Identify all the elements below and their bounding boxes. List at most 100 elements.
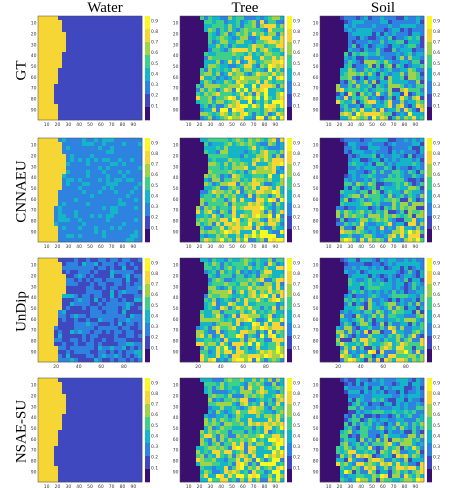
map-cell — [188, 84, 192, 88]
map-cell — [78, 142, 82, 146]
map-cell — [118, 206, 122, 210]
map-cell — [420, 32, 424, 36]
map-cell — [192, 20, 196, 24]
x-tick-label: 80 — [262, 244, 268, 248]
map-cell — [336, 190, 340, 194]
colorbar-tick-label: 0.6 — [293, 172, 300, 178]
map-cell — [66, 298, 70, 302]
map-cell — [126, 198, 130, 202]
map-cell — [268, 88, 272, 92]
map-cell — [138, 278, 142, 282]
map-cell — [38, 218, 42, 222]
map-cell — [94, 338, 98, 342]
map-cell — [106, 44, 110, 48]
map-cell — [54, 154, 58, 158]
map-cell — [54, 112, 58, 116]
map-cell — [180, 230, 184, 234]
map-cell — [252, 202, 256, 206]
map-cell — [134, 142, 138, 146]
map-cell — [70, 310, 74, 314]
map-cell — [332, 150, 336, 154]
map-cell — [380, 170, 384, 174]
map-cell — [332, 52, 336, 56]
map-cell — [276, 214, 280, 218]
y-tick-label: 90 — [173, 229, 179, 235]
map-cell — [86, 290, 90, 294]
map-cell — [74, 226, 78, 230]
x-tick-label: 50 — [229, 244, 235, 248]
map-cell — [268, 104, 272, 108]
map-cell — [94, 138, 98, 142]
map-cell — [260, 108, 264, 112]
map-cell — [130, 306, 134, 310]
map-cell — [244, 218, 248, 222]
map-cell — [192, 238, 196, 242]
map-cell — [252, 150, 256, 154]
map-cell — [396, 138, 400, 142]
map-cell — [328, 154, 332, 158]
map-cell — [268, 32, 272, 36]
map-cell — [70, 166, 74, 170]
map-cell — [98, 64, 102, 68]
map-cell — [224, 230, 228, 234]
y-tick-label: 80 — [173, 219, 179, 225]
map-cell — [340, 158, 344, 162]
map-cell — [272, 178, 276, 182]
map-cell — [360, 182, 364, 186]
map-cell — [216, 230, 220, 234]
colorbar-tick-label: 0.7 — [433, 162, 440, 168]
map-cell — [344, 170, 348, 174]
map-cell — [106, 116, 110, 120]
map-cell — [376, 52, 380, 56]
map-cell — [74, 182, 78, 186]
colorbar-tick-label: 0.8 — [433, 151, 440, 157]
map-cell — [184, 20, 188, 24]
map-cell — [78, 72, 82, 76]
map-cell — [134, 72, 138, 76]
map-cell — [126, 154, 130, 158]
map-cell — [50, 60, 54, 64]
map-cell — [66, 68, 70, 72]
map-cell — [328, 84, 332, 88]
map-cell — [78, 262, 82, 266]
map-cell — [196, 28, 200, 32]
map-cell — [98, 32, 102, 36]
map-cell — [276, 24, 280, 28]
map-cell — [280, 84, 284, 88]
map-cell — [220, 150, 224, 154]
map-cell — [188, 166, 192, 170]
map-cell — [340, 194, 344, 198]
colorbar-segment — [145, 323, 150, 336]
map-cell — [184, 24, 188, 28]
map-cell — [264, 202, 268, 206]
map-cell — [232, 150, 236, 154]
map-cell — [94, 350, 98, 354]
map-cell — [102, 138, 106, 142]
map-cell — [94, 92, 98, 96]
map-cell — [106, 40, 110, 44]
map-cell — [66, 146, 70, 150]
map-cell — [106, 258, 110, 262]
map-cell — [236, 20, 240, 24]
map-cell — [130, 354, 134, 358]
map-cell — [122, 198, 126, 202]
map-cell — [58, 72, 62, 76]
map-cell — [244, 234, 248, 238]
map-cell — [82, 52, 86, 56]
map-cell — [280, 238, 284, 242]
map-cell — [122, 270, 126, 274]
map-cell — [62, 72, 66, 76]
map-cell — [106, 206, 110, 210]
map-cell — [38, 194, 42, 198]
map-cell — [344, 84, 348, 88]
map-cell — [324, 28, 328, 32]
map-cell — [38, 302, 42, 306]
map-cell — [380, 48, 384, 52]
map-cell — [138, 190, 142, 194]
map-cell — [118, 318, 122, 322]
map-cell — [138, 138, 142, 142]
map-cell — [118, 214, 122, 218]
map-cell — [336, 112, 340, 116]
map-cell — [420, 88, 424, 92]
